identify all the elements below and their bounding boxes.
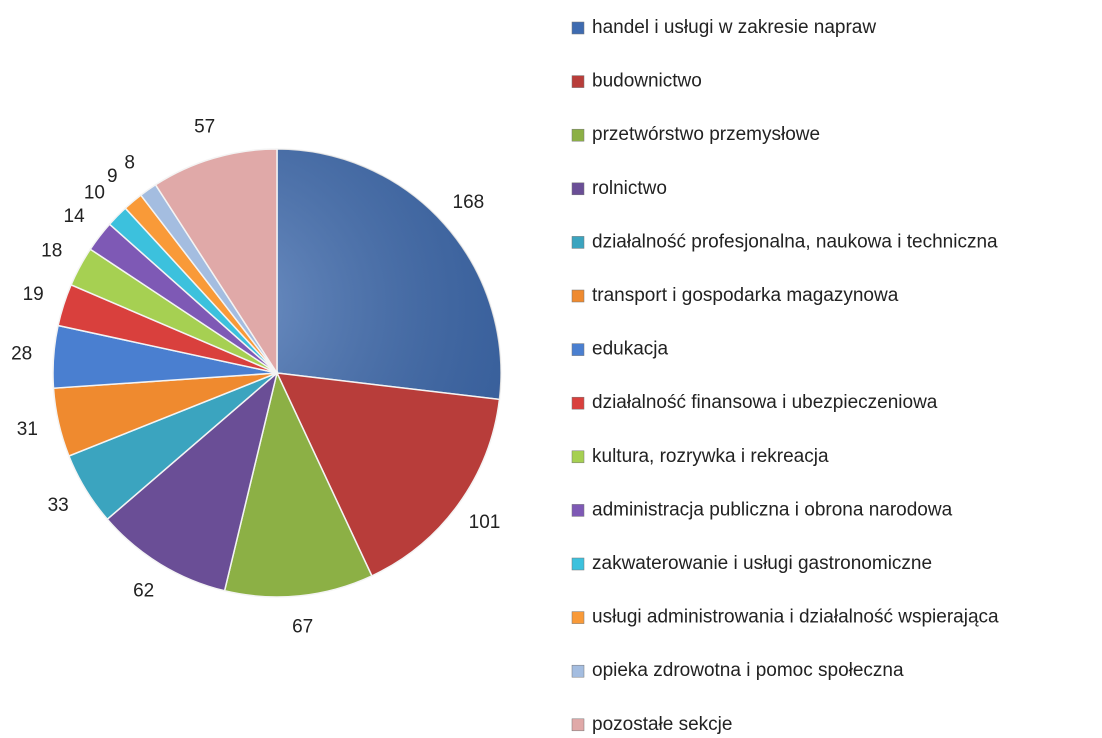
legend-swatch bbox=[571, 21, 585, 35]
legend-label: edukacja bbox=[592, 339, 668, 360]
data-label: 14 bbox=[64, 206, 86, 227]
pie-slice bbox=[154, 148, 278, 376]
data-label: 31 bbox=[17, 419, 38, 440]
legend-swatch bbox=[571, 236, 585, 249]
legend-swatch bbox=[571, 504, 585, 517]
data-label: 33 bbox=[48, 495, 69, 516]
legend-swatch bbox=[571, 75, 585, 88]
pie-slice bbox=[106, 370, 279, 592]
legend-swatch bbox=[571, 396, 585, 410]
data-label: 8 bbox=[124, 153, 135, 174]
legend-label: pozostałe sekcje bbox=[592, 714, 732, 735]
legend-swatch bbox=[571, 450, 585, 464]
data-label: 28 bbox=[11, 343, 32, 364]
legend-swatch bbox=[571, 128, 585, 142]
legend-label: usługi administrowania i działalność wsp… bbox=[592, 607, 999, 628]
legend-label: transport i gospodarka magazynowa bbox=[592, 285, 899, 306]
legend-swatch bbox=[571, 343, 585, 356]
legend-swatch bbox=[571, 289, 585, 303]
legend-label: przetwórstwo przemysłowe bbox=[592, 124, 820, 145]
legend-label: działalność profesjonalna, naukowa i tec… bbox=[592, 231, 998, 252]
data-label: 57 bbox=[194, 116, 215, 137]
data-label: 18 bbox=[41, 240, 62, 261]
legend-swatch bbox=[571, 664, 585, 678]
legend-label: opieka zdrowotna i pomoc społeczna bbox=[592, 660, 904, 681]
legend-label: rolnictwo bbox=[592, 178, 667, 199]
legend-swatch bbox=[571, 718, 585, 732]
legend-label: kultura, rozrywka i rekreacja bbox=[592, 446, 829, 467]
legend-label: działalność finansowa i ubezpieczeniowa bbox=[592, 392, 938, 413]
legend-label: zakwaterowanie i usługi gastronomiczne bbox=[592, 553, 932, 574]
data-label: 101 bbox=[469, 512, 501, 533]
legend-swatch bbox=[571, 557, 585, 571]
data-label: 19 bbox=[23, 284, 44, 305]
data-label: 168 bbox=[453, 192, 485, 213]
data-label: 9 bbox=[107, 166, 118, 187]
legend-swatch bbox=[571, 611, 585, 624]
pie-slice bbox=[223, 370, 373, 598]
data-label: 62 bbox=[133, 581, 154, 602]
legend-label: budownictwo bbox=[592, 71, 702, 92]
pie-slice bbox=[276, 148, 502, 401]
legend-label: handel i usługi w zakresie napraw bbox=[592, 17, 876, 38]
pie-slice bbox=[275, 372, 501, 577]
legend-swatch bbox=[571, 182, 585, 196]
data-label: 67 bbox=[292, 617, 313, 638]
data-label: 10 bbox=[84, 183, 105, 204]
legend-label: administracja publiczna i obrona narodow… bbox=[592, 499, 953, 520]
